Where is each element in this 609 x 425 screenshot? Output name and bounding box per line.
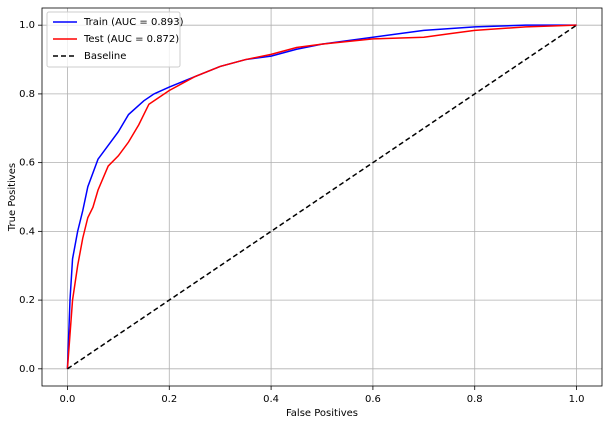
x-tick-label: 0.0 — [60, 394, 76, 405]
y-tick-label: 0.2 — [19, 295, 35, 306]
y-tick-label: 0.4 — [19, 226, 35, 237]
y-tick-label: 0.6 — [19, 158, 35, 169]
x-tick-label: 0.2 — [161, 394, 177, 405]
x-tick-label: 1.0 — [569, 394, 585, 405]
legend-label: Test (AUC = 0.872) — [83, 34, 179, 45]
y-tick-label: 0.0 — [19, 364, 35, 375]
series-line — [66, 24, 577, 369]
y-tick-label: 1.0 — [19, 20, 35, 31]
x-axis-label: False Positives — [286, 408, 358, 419]
series-line — [67, 24, 577, 370]
series-line — [66, 24, 577, 369]
legend-label: Baseline — [84, 51, 126, 62]
legend-label: Train (AUC = 0.893) — [83, 17, 184, 28]
x-tick-label: 0.4 — [263, 394, 279, 405]
y-tick-label: 0.8 — [19, 89, 35, 100]
x-tick-label: 0.6 — [365, 394, 381, 405]
x-tick-label: 0.8 — [467, 394, 483, 405]
plot-frame — [41, 7, 603, 387]
y-axis-label: True Positives — [7, 163, 18, 232]
legend-box — [46, 11, 181, 68]
